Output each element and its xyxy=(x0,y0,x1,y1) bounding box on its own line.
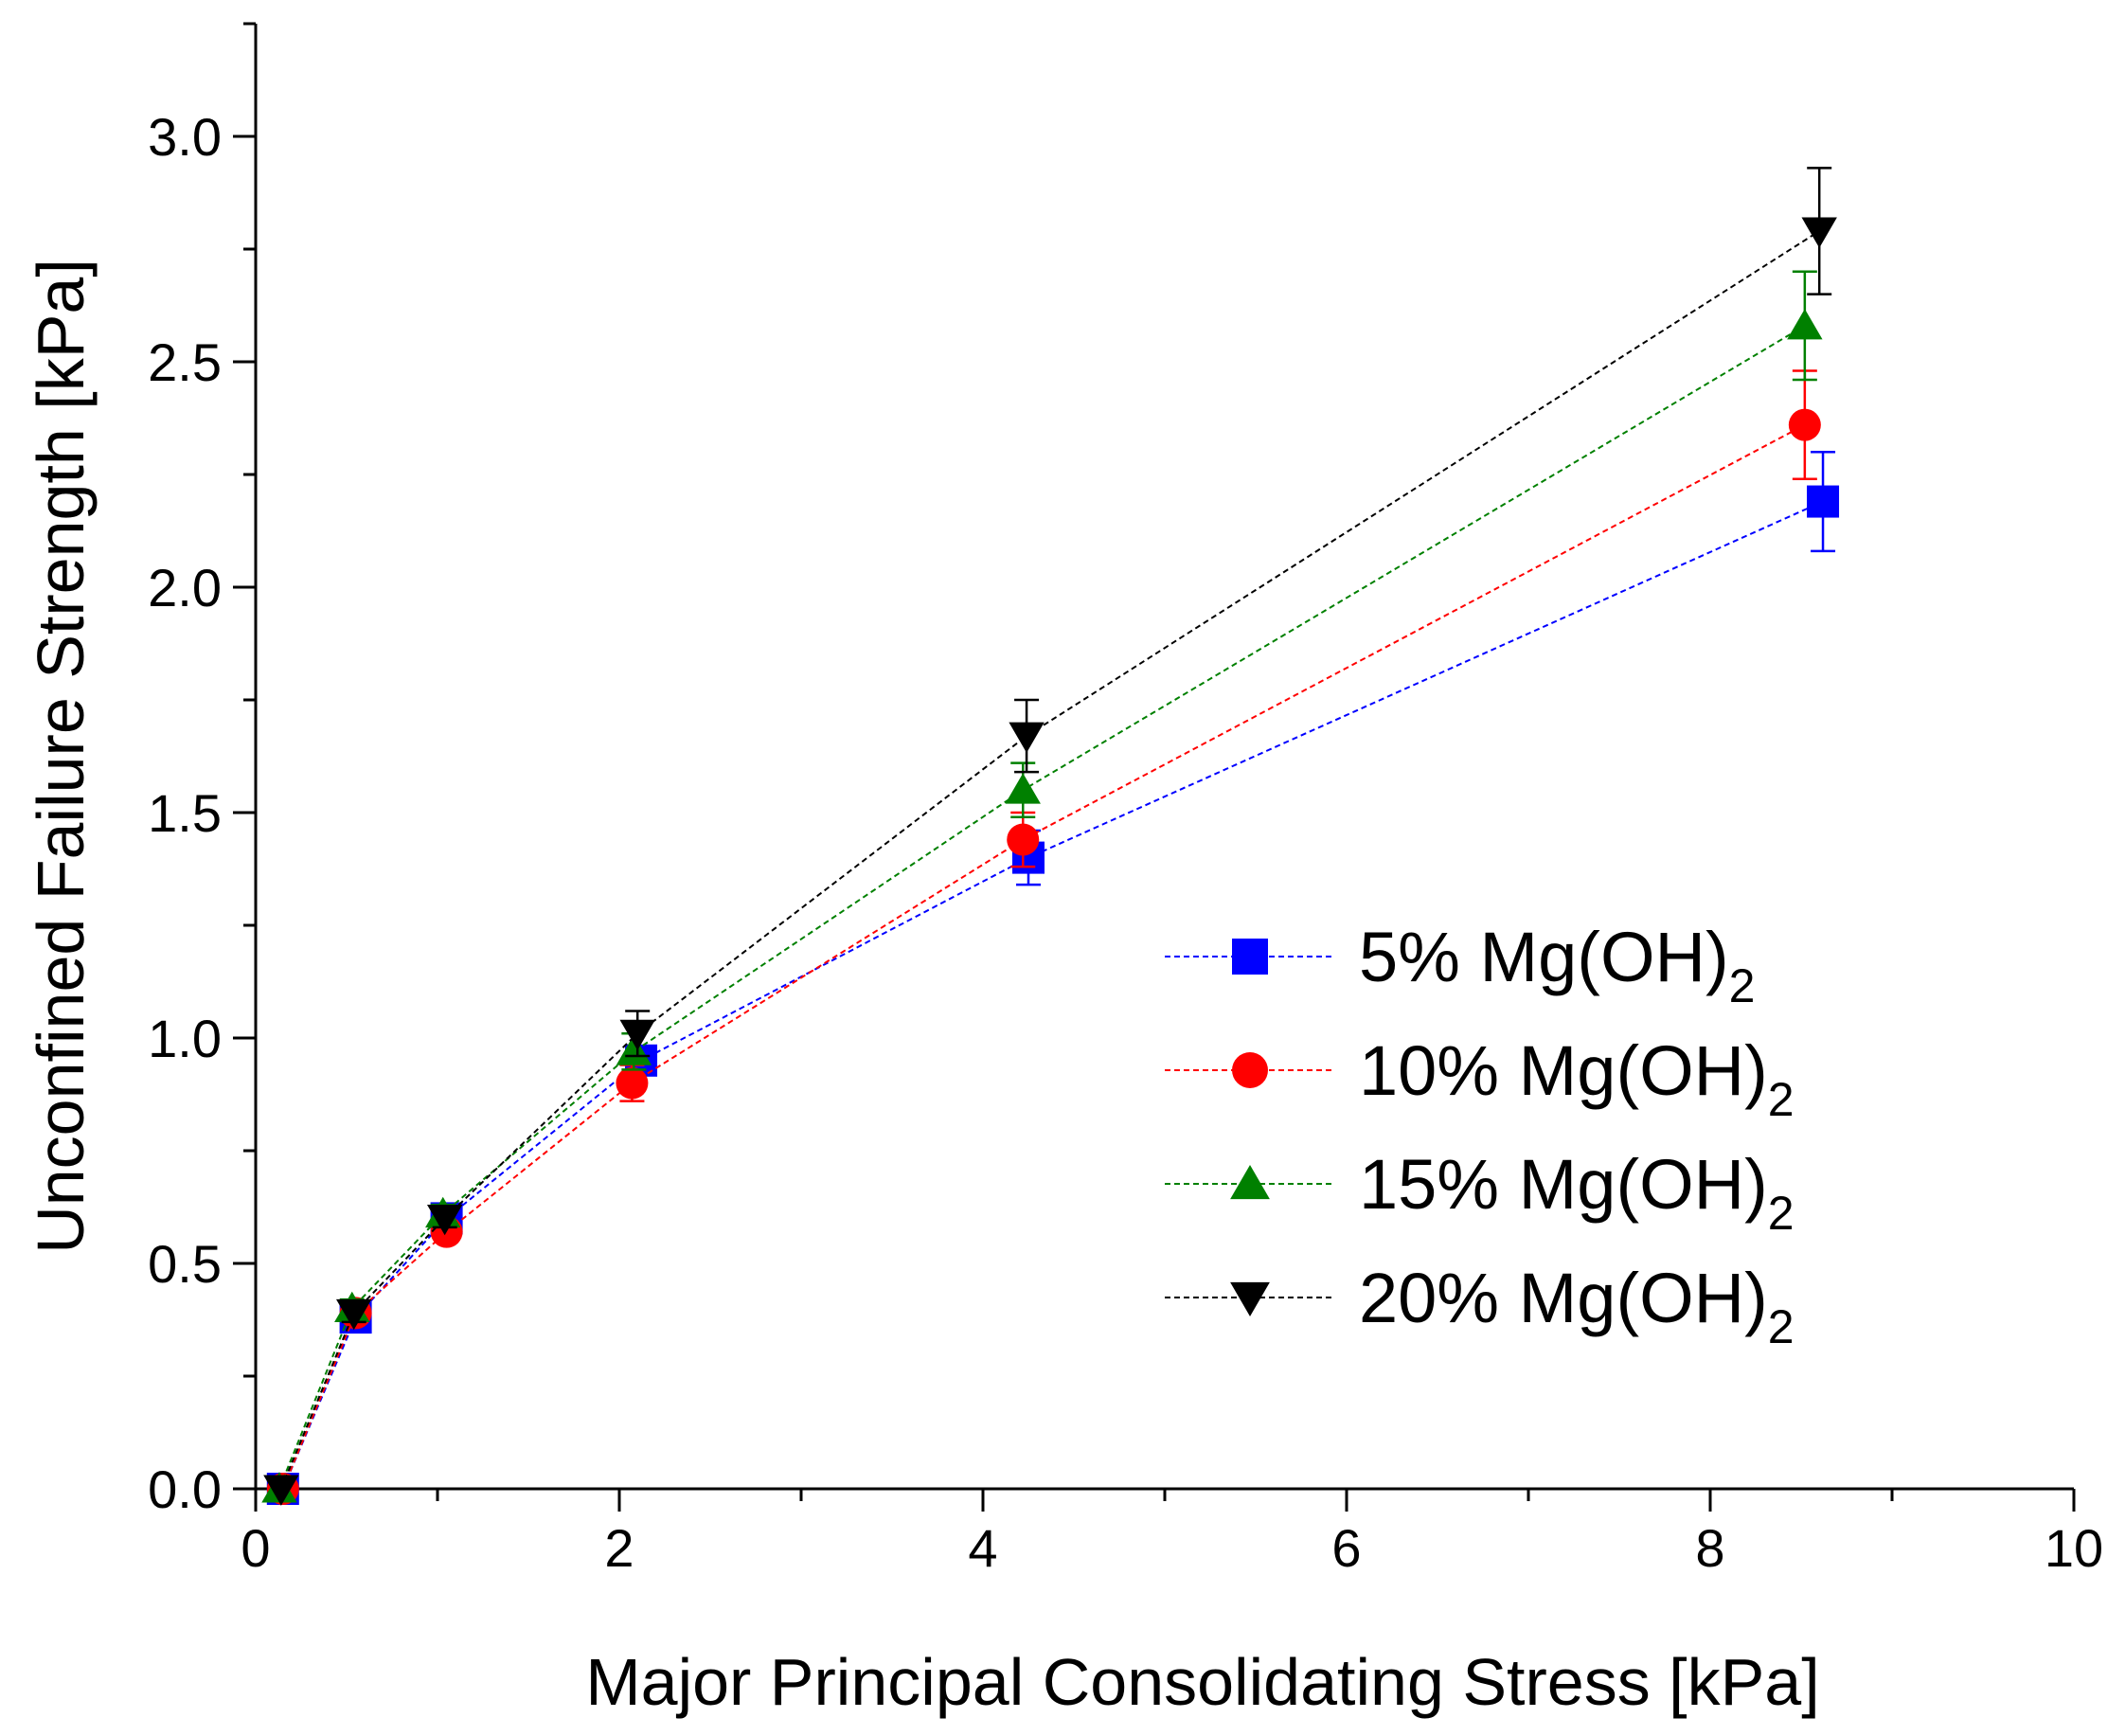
series-line xyxy=(281,500,1824,1490)
data-point xyxy=(1009,722,1045,753)
axes-layer: 0 2 4 6 8 10 0.0 0.5 1.0 1.5 2.0 2.5 3.0 xyxy=(148,22,2103,1578)
data-point xyxy=(616,1034,652,1065)
y-tick-label: 2.0 xyxy=(148,558,222,617)
data-point xyxy=(1807,485,1840,518)
legend: 5% Mg(OH)210% Mg(OH)215% Mg(OH)220% Mg(O… xyxy=(1165,918,1795,1353)
x-tick-label: 6 xyxy=(1331,1518,1361,1578)
legend-item-3: 15% Mg(OH)2 xyxy=(1165,1145,1795,1240)
data-point xyxy=(1801,217,1837,248)
data-point xyxy=(1787,309,1823,340)
data-point xyxy=(335,1298,372,1331)
x-tick-label: 0 xyxy=(241,1518,270,1578)
series-layer xyxy=(261,167,1840,1506)
data-point xyxy=(1007,823,1040,856)
legend-label-subscript: 2 xyxy=(1768,1187,1795,1240)
legend-marker xyxy=(1232,1052,1268,1088)
legend-label-subscript: 2 xyxy=(1768,1073,1795,1126)
y-tick-label: 1.0 xyxy=(148,1009,222,1068)
data-point xyxy=(616,1066,649,1100)
legend-item-2: 10% Mg(OH)2 xyxy=(1165,1031,1795,1126)
legend-item-4: 20% Mg(OH)2 xyxy=(1165,1259,1795,1353)
series-line xyxy=(278,325,1806,1490)
y-tick-label: 2.5 xyxy=(148,332,222,392)
data-point xyxy=(426,1204,463,1236)
series-4 xyxy=(263,167,1837,1506)
legend-marker xyxy=(1230,1281,1270,1316)
data-point xyxy=(1788,408,1821,441)
series-line xyxy=(279,230,1820,1490)
legend-label-main: 15% Mg(OH) xyxy=(1359,1145,1768,1224)
y-tick-label: 0.0 xyxy=(148,1459,222,1519)
legend-label-subscript: 2 xyxy=(1768,1300,1795,1353)
legend-marker xyxy=(1230,1165,1270,1200)
legend-label: 20% Mg(OH)2 xyxy=(1359,1259,1795,1353)
data-point xyxy=(619,1019,655,1051)
x-tick-label: 2 xyxy=(604,1518,634,1578)
legend-marker xyxy=(1232,939,1268,975)
legend-label: 5% Mg(OH)2 xyxy=(1359,918,1755,1012)
y-tick-label: 1.5 xyxy=(148,783,222,843)
x-tick-label: 10 xyxy=(2045,1518,2103,1578)
legend-label-main: 5% Mg(OH) xyxy=(1359,918,1729,996)
legend-label-main: 10% Mg(OH) xyxy=(1359,1031,1768,1110)
legend-label-main: 20% Mg(OH) xyxy=(1359,1259,1768,1337)
x-tick-label: 8 xyxy=(1695,1518,1724,1578)
legend-item-1: 5% Mg(OH)2 xyxy=(1165,918,1755,1012)
x-axis-title: Major Principal Consolidating Stress [kP… xyxy=(585,1645,1819,1719)
y-tick-label: 3.0 xyxy=(148,107,222,167)
data-point xyxy=(1005,773,1041,804)
y-axis-title: Unconfined Failure Strength [kPa] xyxy=(24,259,98,1254)
legend-label: 10% Mg(OH)2 xyxy=(1359,1031,1795,1126)
data-point xyxy=(263,1475,299,1506)
series-line xyxy=(281,423,1806,1490)
y-tick-label: 0.5 xyxy=(148,1234,222,1294)
legend-label: 15% Mg(OH)2 xyxy=(1359,1145,1795,1240)
x-tick-label: 4 xyxy=(968,1518,997,1578)
legend-label-subscript: 2 xyxy=(1729,959,1756,1012)
